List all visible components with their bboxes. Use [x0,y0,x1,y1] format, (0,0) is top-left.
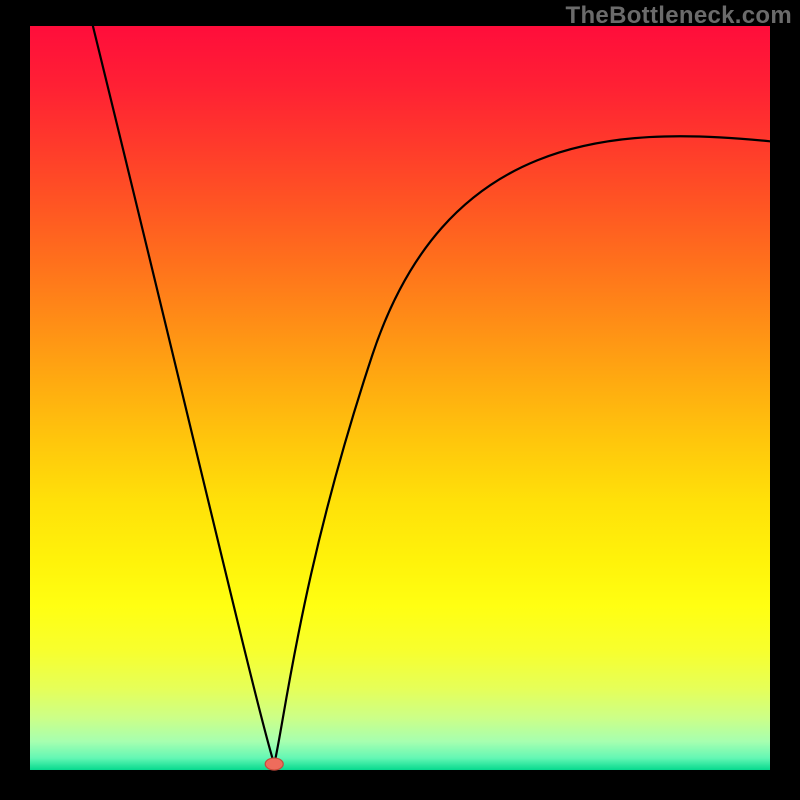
chart-frame: TheBottleneck.com [0,0,800,800]
bottleneck-chart [0,0,800,800]
valley-marker [265,758,283,770]
